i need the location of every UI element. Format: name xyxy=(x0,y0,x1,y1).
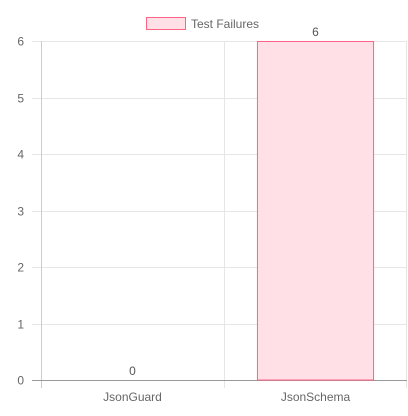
bar-jsonschema[interactable] xyxy=(256,41,375,381)
y-tick-label-3: 3 xyxy=(17,205,24,219)
y-tick-label-1: 1 xyxy=(17,318,24,332)
y-tick-label-6: 6 xyxy=(17,35,24,49)
y-tick-label-0: 0 xyxy=(17,374,24,388)
y-tick-label-4: 4 xyxy=(17,148,24,162)
legend-label-test-failures: Test Failures xyxy=(191,17,259,31)
x-tick-label-jsonschema: JsonSchema xyxy=(281,390,351,404)
legend-swatch-test-failures xyxy=(146,17,186,30)
x-axis-ticks: JsonGuard JsonSchema xyxy=(103,390,350,404)
grid xyxy=(32,41,407,388)
data-label-jsonschema: 6 xyxy=(312,25,319,39)
data-label-jsonguard: 0 xyxy=(129,364,136,378)
bars xyxy=(256,41,375,381)
y-axis-ticks: 0 1 2 3 4 5 6 xyxy=(17,35,24,388)
x-tick-label-jsonguard: JsonGuard xyxy=(103,390,162,404)
y-tick-label-5: 5 xyxy=(17,92,24,106)
data-labels: 06 xyxy=(129,25,319,378)
legend[interactable]: Test Failures xyxy=(146,17,260,31)
y-tick-label-2: 2 xyxy=(17,261,24,275)
